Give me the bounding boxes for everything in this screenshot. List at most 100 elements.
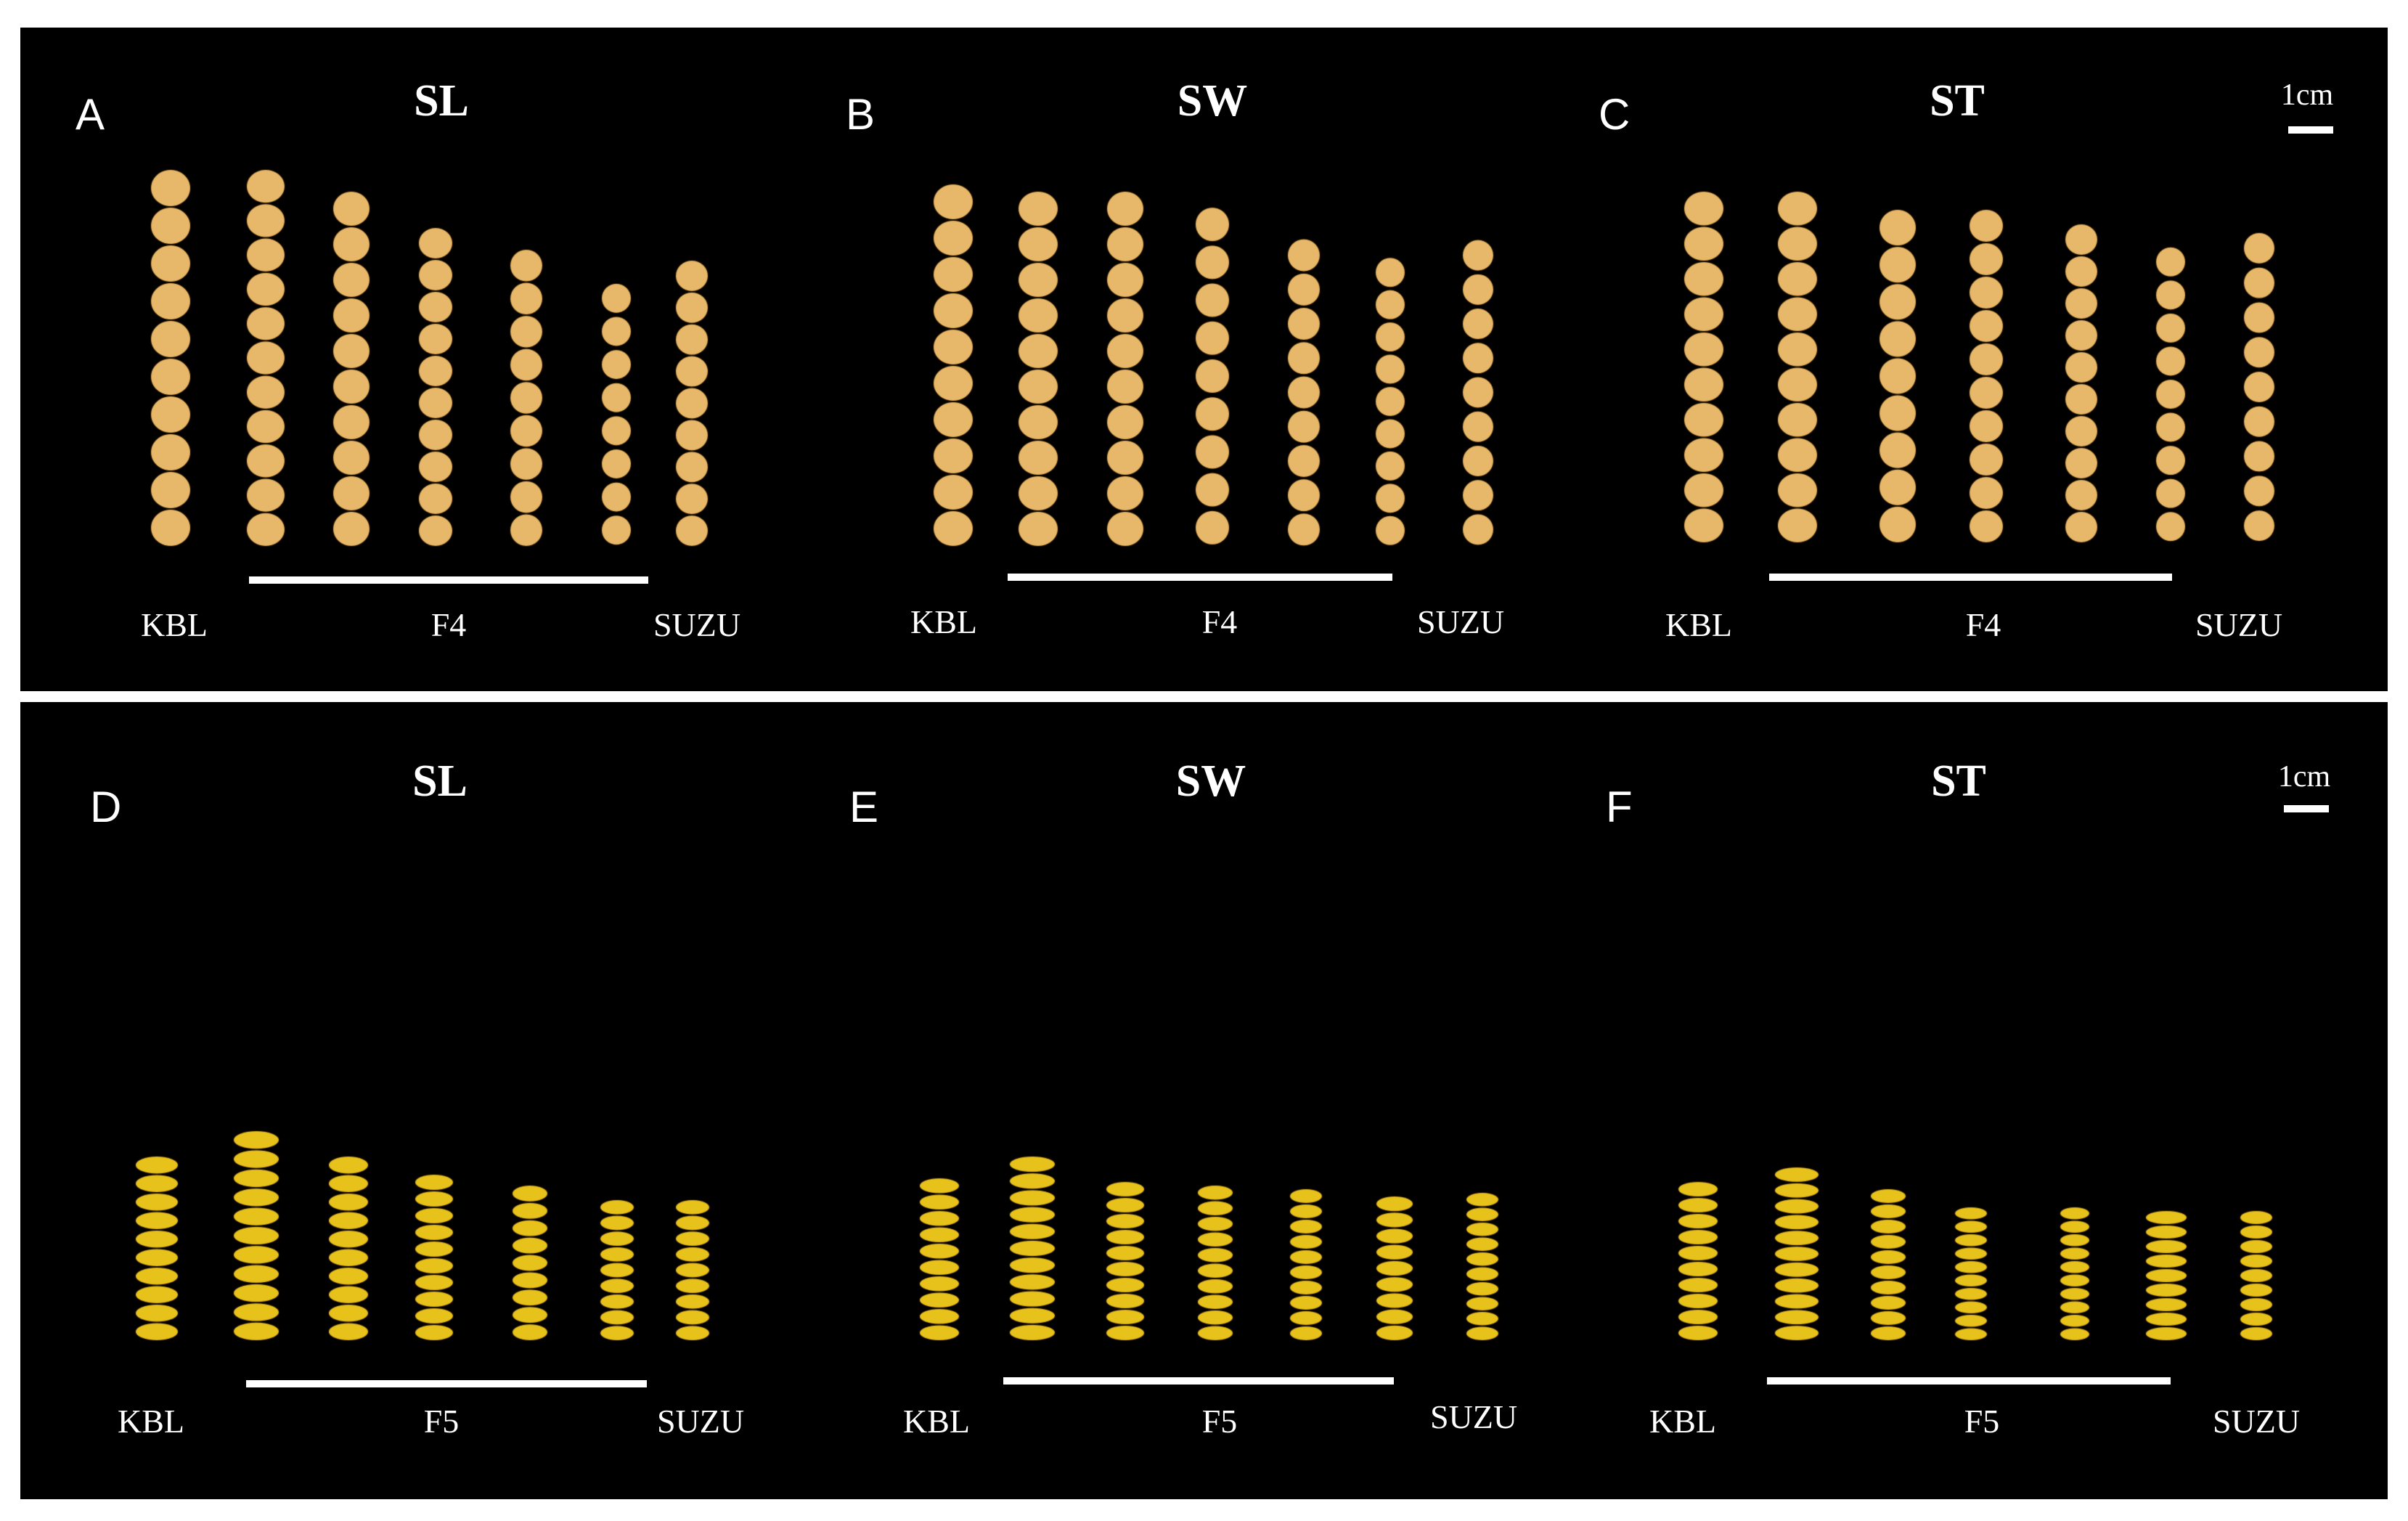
soybean-seed <box>1969 443 2004 476</box>
soybean-seed <box>1195 396 1230 432</box>
seed-column <box>150 169 191 547</box>
soybean-seed <box>600 1262 634 1279</box>
soybean-seed <box>1195 472 1230 507</box>
soybean-seed <box>919 1308 960 1325</box>
scale-bar-label: 1cm <box>2280 78 2334 112</box>
seed-column <box>1683 191 1724 543</box>
seed-column <box>2243 232 2275 542</box>
soybean-seed <box>1197 1185 1233 1201</box>
soybean-seed <box>1954 1327 1988 1341</box>
soybean-seed <box>675 483 709 515</box>
soybean-seed <box>150 433 191 471</box>
soybean-seed <box>1879 357 1917 395</box>
soybean-seed <box>1195 282 1230 318</box>
soybean-seed <box>1969 343 2004 376</box>
soybean-seed <box>2243 371 2275 403</box>
soybean-seed <box>1009 1273 1056 1291</box>
soybean-seed <box>2060 1260 2090 1274</box>
soybean-seed <box>246 306 285 341</box>
soybean-seed <box>1678 1293 1718 1309</box>
soybean-seed <box>1197 1263 1233 1279</box>
soybean-seed <box>675 451 709 484</box>
seed-column <box>1678 1181 1718 1341</box>
seed-column <box>512 1185 548 1341</box>
soybean-seed <box>1683 402 1724 438</box>
seed-column <box>933 184 974 547</box>
soybean-seed <box>418 483 453 515</box>
soybean-seed <box>1018 262 1058 298</box>
soybean-seed <box>1683 261 1724 297</box>
soybean-seed <box>2065 288 2098 319</box>
soybean-seed <box>2060 1273 2090 1287</box>
soybean-seed <box>675 387 709 420</box>
soybean-seed <box>1106 511 1144 547</box>
soybean-seed <box>1289 1234 1323 1249</box>
soybean-seed <box>1870 1310 1906 1326</box>
soybean-seed <box>512 1219 548 1237</box>
soybean-seed <box>135 1174 179 1193</box>
parent-label-suzu: SUZU <box>1416 603 1505 640</box>
soybean-seed <box>1106 333 1144 369</box>
soybean-seed <box>933 329 974 365</box>
soybean-seed <box>2145 1225 2187 1239</box>
soybean-seed <box>2240 1210 2273 1225</box>
soybean-seed <box>2240 1297 2273 1312</box>
soybean-seed <box>135 1285 179 1304</box>
soybean-seed <box>1462 376 1494 409</box>
soybean-seed <box>1466 1266 1499 1281</box>
soybean-seed <box>1106 1309 1145 1325</box>
soybean-seed <box>1774 1198 1819 1215</box>
soybean-seed <box>1774 1277 1819 1294</box>
soybean-seed <box>675 1325 710 1342</box>
soybean-seed <box>675 1294 710 1310</box>
generation-label: F5 <box>1964 1403 2000 1440</box>
seed-column <box>675 1199 710 1342</box>
panel-title: ST <box>1931 757 1986 806</box>
soybean-seed <box>2065 511 2098 543</box>
seed-columns <box>933 184 1494 547</box>
soybean-seed <box>1678 1181 1718 1197</box>
soybean-seed <box>1466 1222 1499 1237</box>
soybean-seed <box>415 1241 454 1257</box>
seed-column <box>233 1130 279 1341</box>
soybean-seed <box>1009 1307 1056 1324</box>
soybean-seed <box>2145 1210 2187 1225</box>
seed-column <box>675 260 709 547</box>
soybean-seed <box>1106 1213 1145 1229</box>
soybean-seed <box>2145 1312 2187 1326</box>
soybean-seed <box>1870 1204 1906 1219</box>
soybean-seed <box>332 511 370 547</box>
soybean-seed <box>1009 1189 1056 1207</box>
soybean-seed <box>1287 513 1321 547</box>
panel-title: SL <box>414 76 469 126</box>
soybean-seed <box>601 316 632 347</box>
soybean-seed <box>1879 208 1917 247</box>
soybean-seed <box>328 1193 369 1212</box>
soybean-seed <box>600 1309 634 1326</box>
soybean-seed <box>328 1285 369 1304</box>
soybean-seed <box>1462 479 1494 512</box>
seed-column <box>600 1199 634 1342</box>
soybean-seed <box>1289 1295 1323 1310</box>
soybean-seed <box>933 401 974 438</box>
soybean-seed <box>1683 191 1724 227</box>
soybean-seed <box>328 1230 369 1249</box>
soybean-seed <box>1009 1290 1056 1308</box>
soybean-seed <box>1466 1281 1499 1297</box>
soybean-seed <box>415 1224 454 1241</box>
soybean-seed <box>332 227 370 262</box>
soybean-seed <box>1462 273 1494 306</box>
soybean-seed <box>675 355 709 388</box>
panel-d-seed-length: D SL KBL F5 SUZU <box>20 702 775 1499</box>
soybean-seed <box>1106 1325 1145 1341</box>
soybean-seed <box>1879 246 1917 284</box>
soybean-seed <box>1870 1280 1906 1295</box>
soybean-seed <box>2155 312 2186 343</box>
soybean-seed <box>1969 242 2004 276</box>
panel-letter: B <box>846 90 876 139</box>
soybean-seed <box>1774 1309 1819 1326</box>
f-generation-bracket <box>1769 574 2172 581</box>
soybean-seed <box>1777 473 1818 508</box>
soybean-seed <box>1106 404 1144 440</box>
soybean-seed <box>1106 1293 1145 1309</box>
